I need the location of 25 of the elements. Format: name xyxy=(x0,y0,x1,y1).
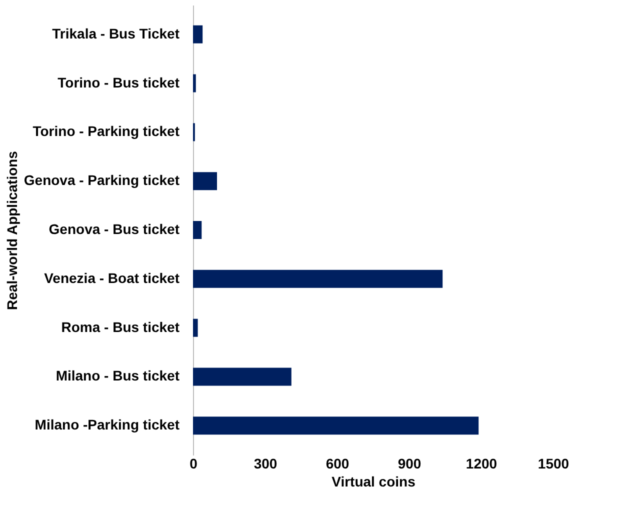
x-axis-title: Virtual coins xyxy=(332,474,416,490)
x-tick-label: 0 xyxy=(190,456,198,472)
bar xyxy=(193,416,479,435)
y-tick-label: Milano -Parking ticket xyxy=(34,416,180,433)
bar xyxy=(193,172,217,190)
y-tick-label: Trikala - Bus Ticket xyxy=(52,25,180,42)
y-axis-title: Real-world Applications xyxy=(4,150,20,310)
x-tick-label: 1500 xyxy=(538,456,570,472)
bar xyxy=(193,270,443,288)
bar xyxy=(193,25,203,44)
y-tick-label: Milano - Bus ticket xyxy=(56,368,180,384)
x-tick-label: 900 xyxy=(398,456,422,472)
bar xyxy=(193,221,202,239)
y-tick-label: Roma - Bus ticket xyxy=(61,318,180,335)
bar xyxy=(193,318,198,337)
x-tick-label: 1200 xyxy=(466,456,498,472)
y-tick-label: Genova - Bus ticket xyxy=(48,221,180,237)
y-tick-label: Torino - Bus ticket xyxy=(58,74,180,90)
y-tick-label: Torino - Parking ticket xyxy=(32,123,180,140)
x-tick-label: 600 xyxy=(326,456,350,472)
y-tick-label: Genova - Parking ticket xyxy=(24,172,180,188)
bar xyxy=(193,368,292,386)
bar xyxy=(193,74,196,92)
x-tick-label: 300 xyxy=(254,456,278,472)
y-tick-label: Venezia - Boat ticket xyxy=(44,270,180,286)
